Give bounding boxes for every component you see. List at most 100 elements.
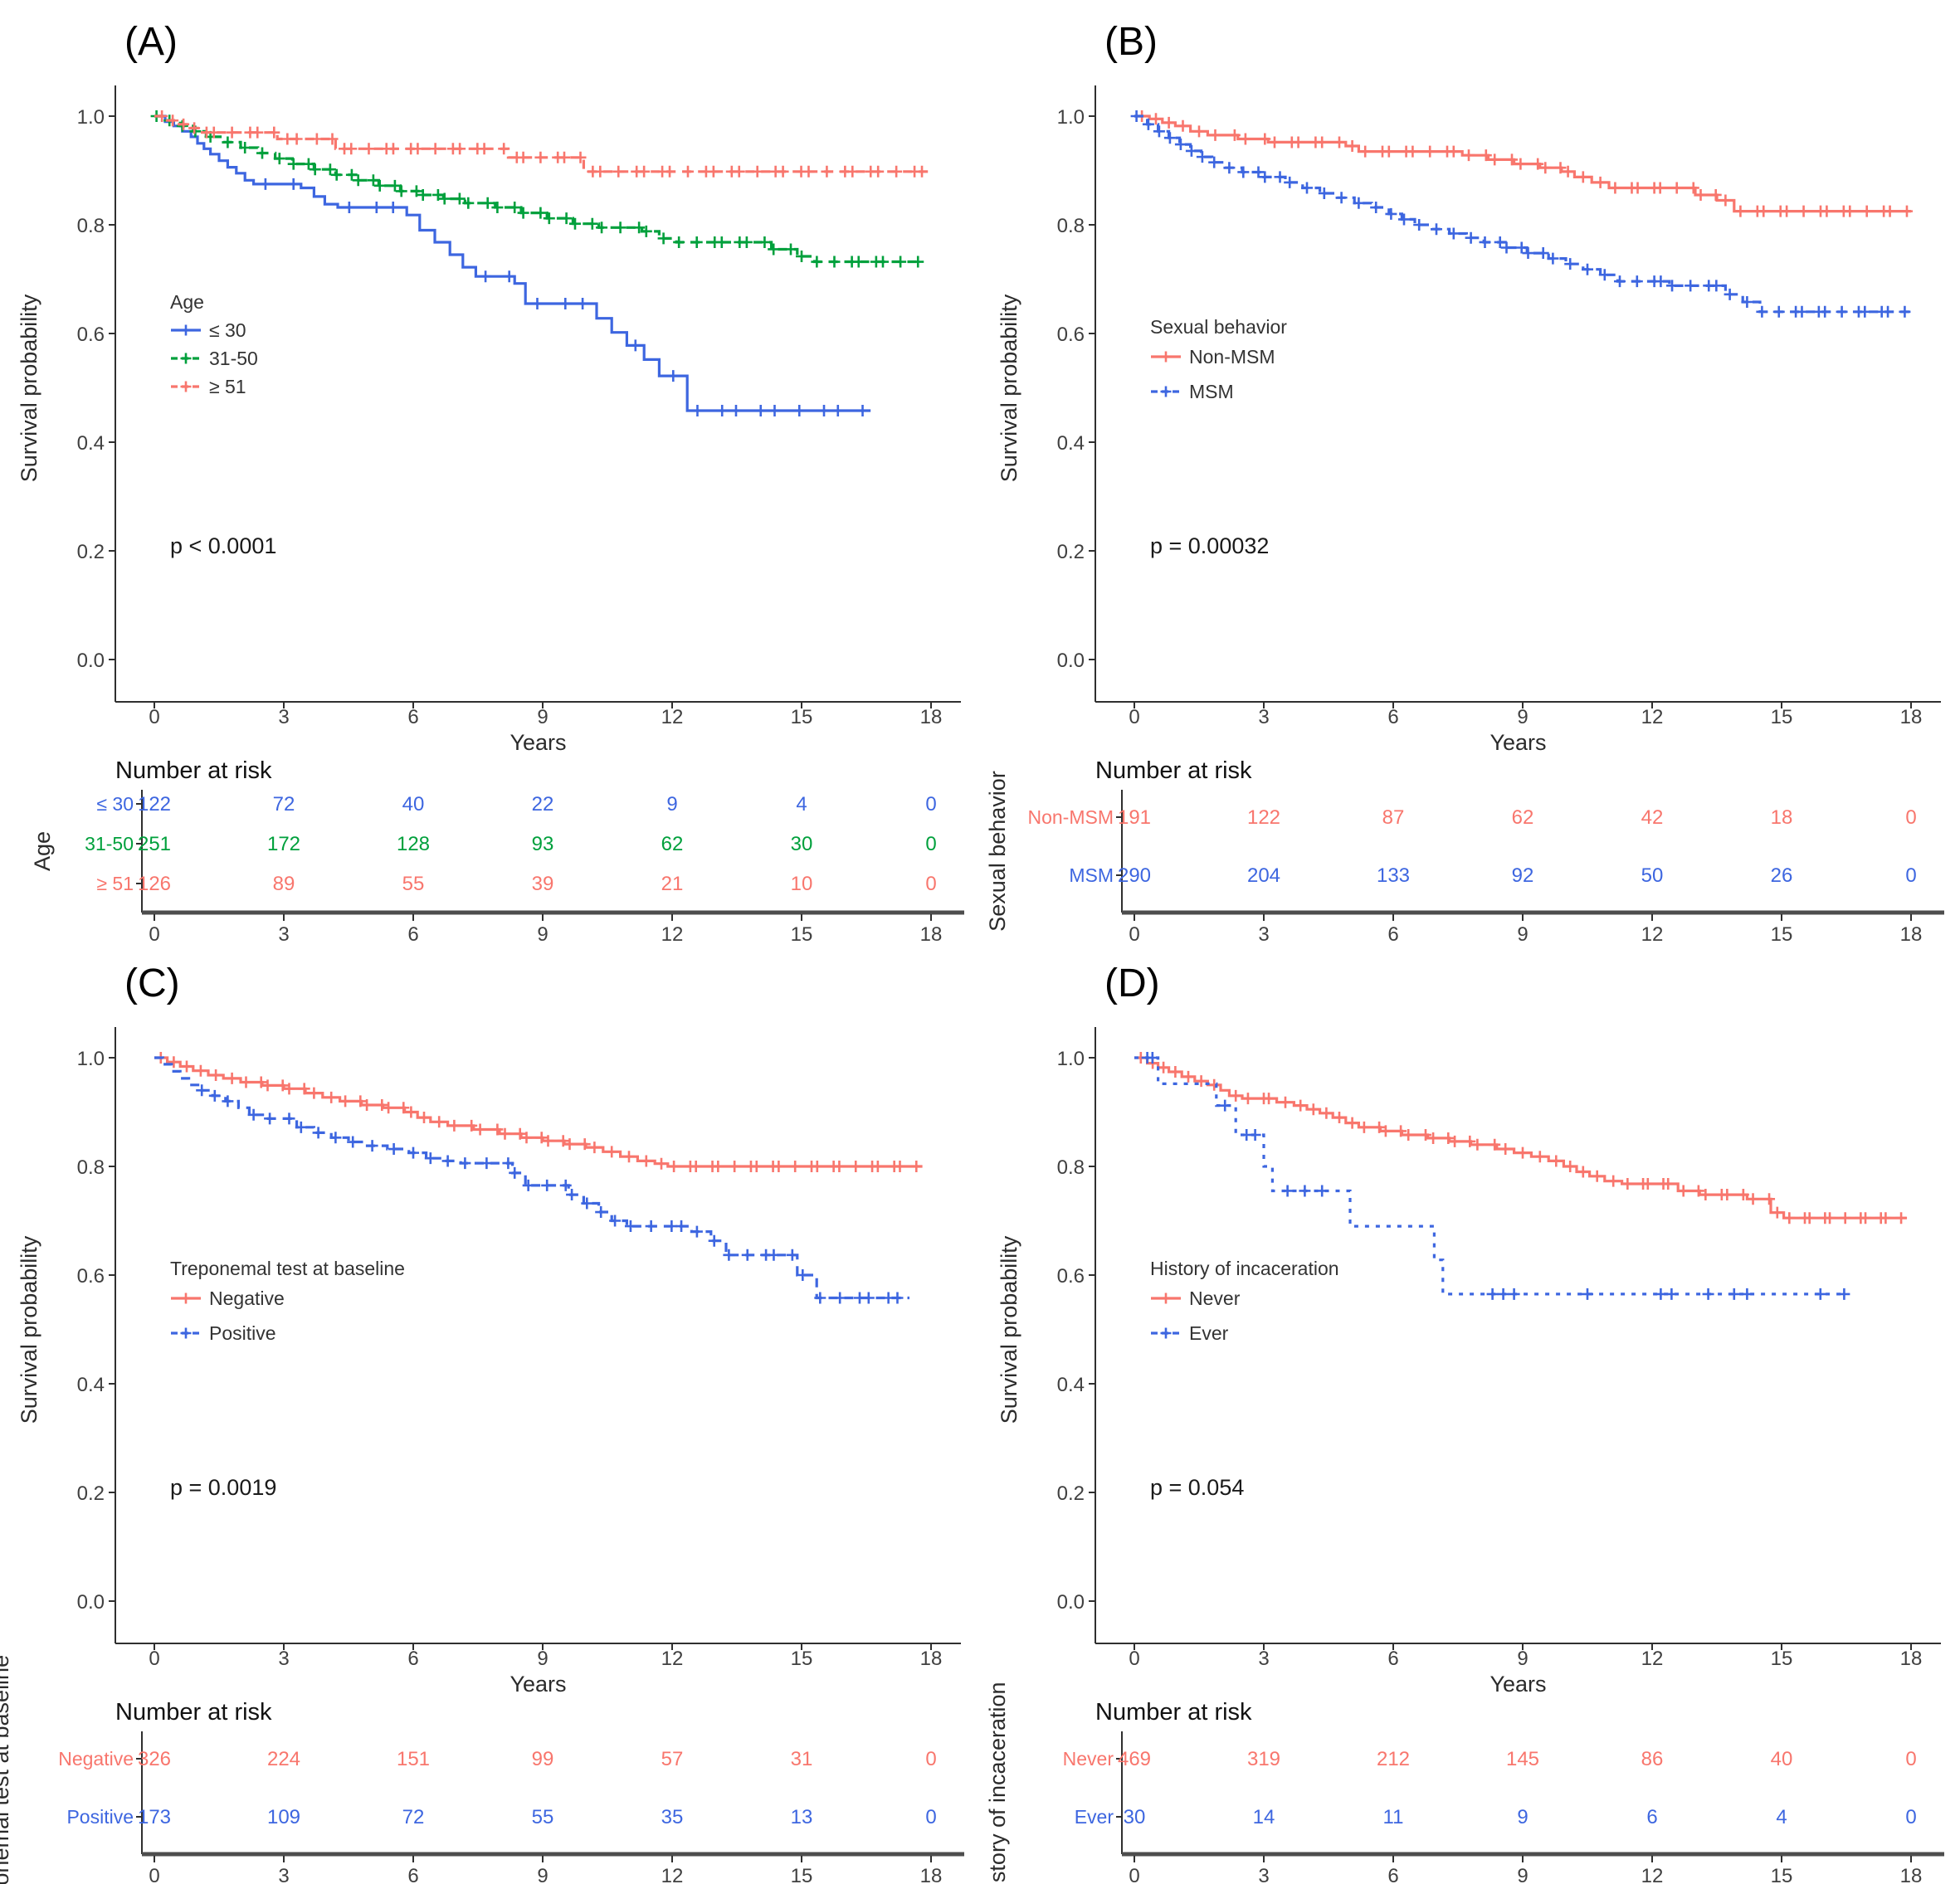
censor-mark	[1407, 145, 1419, 158]
censor-mark	[251, 126, 264, 139]
legend-plus-icon	[1160, 351, 1172, 363]
legend-plus-icon	[180, 324, 192, 336]
censor-mark	[1333, 1112, 1345, 1124]
censor-mark	[1307, 1103, 1319, 1116]
censor-mark	[255, 1076, 267, 1088]
censor-mark	[167, 114, 179, 127]
risk-count: 30	[1124, 1806, 1146, 1828]
censor-mark	[383, 1102, 395, 1114]
x-axis-title: Years	[1490, 730, 1546, 755]
censor-mark	[417, 188, 429, 201]
censor-mark	[1318, 187, 1330, 200]
censor-mark	[1702, 1288, 1714, 1300]
censor-mark	[329, 1132, 342, 1144]
risk-count: 326	[138, 1748, 171, 1770]
censor-mark	[623, 1151, 635, 1163]
censor-mark	[606, 1146, 618, 1158]
censor-mark	[347, 1136, 359, 1148]
risk-x-tick-label: 6	[1387, 923, 1398, 942]
x-tick-label: 18	[920, 706, 943, 728]
censor-mark	[1771, 1206, 1783, 1219]
censor-mark	[1185, 144, 1197, 157]
censor-mark	[407, 1146, 419, 1159]
censor-mark	[1480, 149, 1492, 162]
x-tick-label: 3	[278, 1648, 289, 1670]
legend-item-label: Never	[1189, 1288, 1241, 1309]
x-tick-label: 15	[791, 706, 813, 728]
censor-mark	[1163, 116, 1175, 129]
censor-mark	[1591, 1170, 1603, 1182]
censor-mark	[1662, 1177, 1675, 1190]
risk-count: 26	[1771, 864, 1793, 887]
censor-mark	[459, 1157, 471, 1170]
censor-mark	[1499, 1143, 1512, 1156]
censor-mark	[1269, 136, 1280, 148]
censor-mark	[1797, 205, 1810, 217]
censor-mark	[1728, 1288, 1740, 1300]
censor-mark	[1614, 275, 1626, 288]
censor-mark	[1655, 1288, 1667, 1300]
panel-letter: (D)	[1104, 961, 1160, 1005]
censor-mark	[312, 1127, 324, 1139]
censor-mark	[395, 185, 407, 197]
censor-mark	[1839, 1212, 1851, 1224]
censor-mark	[1294, 1099, 1307, 1112]
censor-mark	[894, 1161, 906, 1172]
x-tick-label: 6	[407, 706, 418, 728]
censor-mark	[503, 270, 515, 283]
censor-mark	[1824, 1212, 1836, 1224]
censor-mark	[1607, 1175, 1620, 1187]
risk-count: 0	[1905, 1806, 1916, 1828]
censor-mark	[1758, 205, 1770, 217]
censor-marks	[150, 110, 924, 268]
y-tick-label: 0.8	[77, 1156, 105, 1179]
censor-mark	[1228, 129, 1241, 141]
censor-mark	[1146, 1052, 1158, 1064]
censor-mark	[1724, 288, 1736, 300]
censor-mark	[543, 212, 555, 225]
x-tick-label: 0	[149, 706, 159, 728]
censor-mark	[1819, 305, 1831, 318]
censor-mark	[480, 270, 492, 283]
y-tick-label: 1.0	[77, 106, 105, 129]
censor-mark	[1299, 1185, 1311, 1197]
censor-mark	[668, 1161, 680, 1172]
risk-count: 30	[791, 833, 813, 855]
censor-mark	[247, 1108, 260, 1121]
y-tick-label: 0.0	[1057, 1591, 1085, 1614]
censor-mark	[491, 1123, 504, 1136]
censor-mark	[261, 1079, 274, 1092]
censor-mark	[811, 1161, 823, 1172]
risk-count: 14	[1253, 1806, 1275, 1828]
censor-mark	[673, 236, 685, 248]
censor-mark	[388, 179, 401, 192]
censor-mark	[811, 256, 823, 268]
censor-mark	[1370, 202, 1382, 214]
censor-mark	[1447, 227, 1460, 240]
risk-count: 50	[1641, 864, 1664, 887]
censor-mark	[891, 1292, 904, 1304]
censor-mark	[1385, 207, 1397, 220]
censor-mark	[821, 165, 833, 178]
censor-mark	[1719, 194, 1732, 207]
x-tick-label: 15	[1771, 1648, 1793, 1670]
survival-curve-B-1	[1134, 114, 1911, 314]
risk-count: 35	[661, 1806, 684, 1828]
risk-count: 0	[925, 833, 936, 855]
y-tick-label: 0.6	[1057, 324, 1085, 346]
censor-mark	[1844, 205, 1856, 217]
y-axis-title: Survival probability	[17, 294, 41, 482]
risk-x-tick-label: 3	[278, 1865, 289, 1884]
censor-mark	[295, 1121, 307, 1133]
censor-mark	[1230, 1089, 1242, 1102]
censor-marks	[1136, 110, 1913, 217]
risk-count: 62	[661, 833, 684, 855]
censor-mark	[1756, 305, 1768, 318]
risk-count: 0	[925, 1806, 936, 1828]
censor-mark	[388, 1143, 400, 1156]
y-axis-title: Survival probability	[997, 294, 1021, 482]
risk-x-tick-label: 9	[1517, 1865, 1528, 1884]
censor-mark	[558, 151, 570, 163]
censor-mark	[1174, 139, 1187, 151]
censor-mark	[1666, 280, 1679, 292]
